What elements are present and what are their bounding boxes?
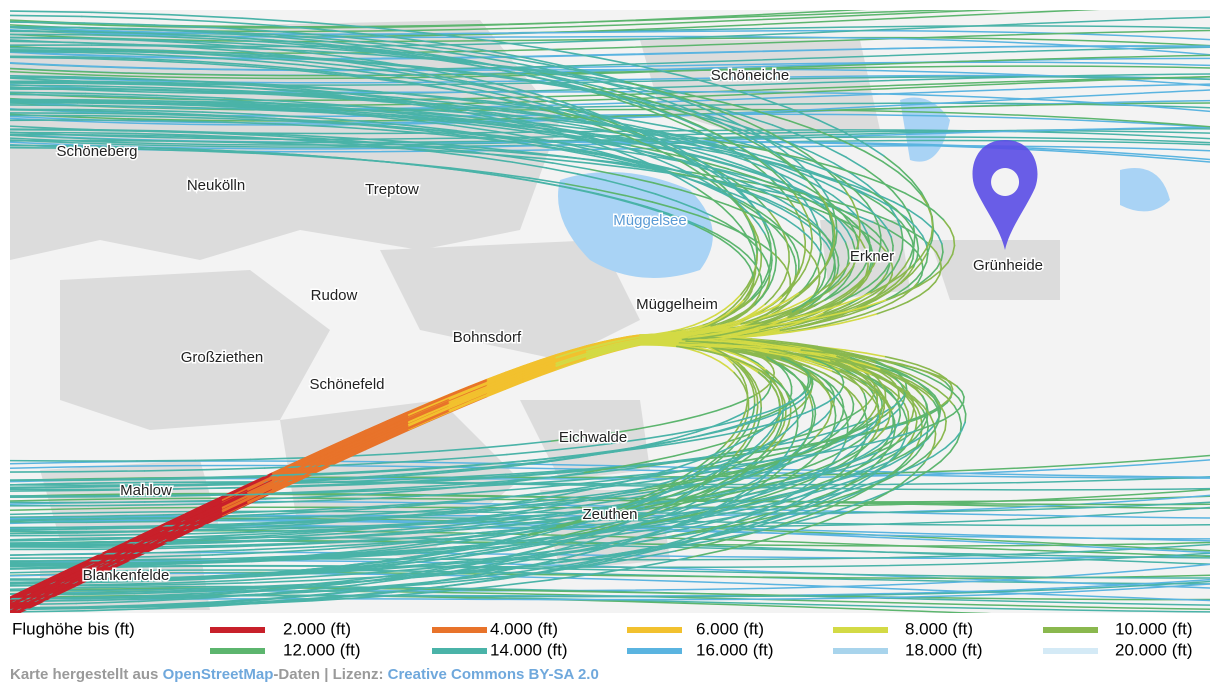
flight-path	[902, 239, 903, 249]
flight-path	[10, 92, 85, 93]
flight-path	[908, 412, 909, 420]
flight-path	[913, 250, 914, 259]
flight-path	[830, 406, 831, 414]
flight-path	[834, 253, 835, 261]
flight-path	[10, 15, 82, 16]
flight-path	[10, 520, 82, 521]
flight-path	[914, 236, 915, 247]
flight-path	[10, 490, 94, 491]
page: SchöneicheSchönebergNeuköllnTreptowMügge…	[0, 0, 1220, 686]
flight-path	[164, 488, 235, 489]
flight-path	[898, 390, 899, 396]
flight-path	[770, 253, 771, 263]
flight-path	[10, 38, 73, 39]
flight-path	[761, 276, 762, 283]
flight-path	[10, 41, 73, 42]
flight-path	[89, 589, 164, 590]
flight-path	[942, 244, 943, 252]
flight-path	[965, 414, 966, 422]
flight-path	[82, 113, 150, 114]
flight-path	[771, 243, 772, 253]
flight-path	[940, 260, 941, 267]
flight-path	[900, 408, 901, 416]
flight-path	[87, 116, 160, 117]
flight-path	[10, 529, 86, 530]
flight-path	[10, 516, 89, 517]
map: SchöneicheSchönebergNeuköllnTreptowMügge…	[0, 0, 1220, 665]
flight-path	[10, 105, 93, 106]
flight-path	[10, 94, 82, 95]
flight-path	[94, 585, 174, 586]
flight-path	[195, 459, 250, 460]
flight-path	[10, 48, 89, 49]
flight-path	[906, 383, 907, 389]
flight-path	[88, 505, 162, 506]
flight-path	[815, 406, 816, 414]
flight-path	[91, 141, 167, 142]
flight-path	[92, 135, 170, 136]
flight-path	[945, 421, 946, 430]
flight-path	[913, 401, 914, 409]
flight-path	[907, 419, 908, 428]
flight-path	[79, 502, 145, 503]
flight-path	[10, 540, 83, 541]
flight-path	[137, 460, 195, 461]
flight-path	[812, 407, 813, 416]
flight-path	[10, 76, 75, 77]
flight-path	[10, 88, 90, 89]
